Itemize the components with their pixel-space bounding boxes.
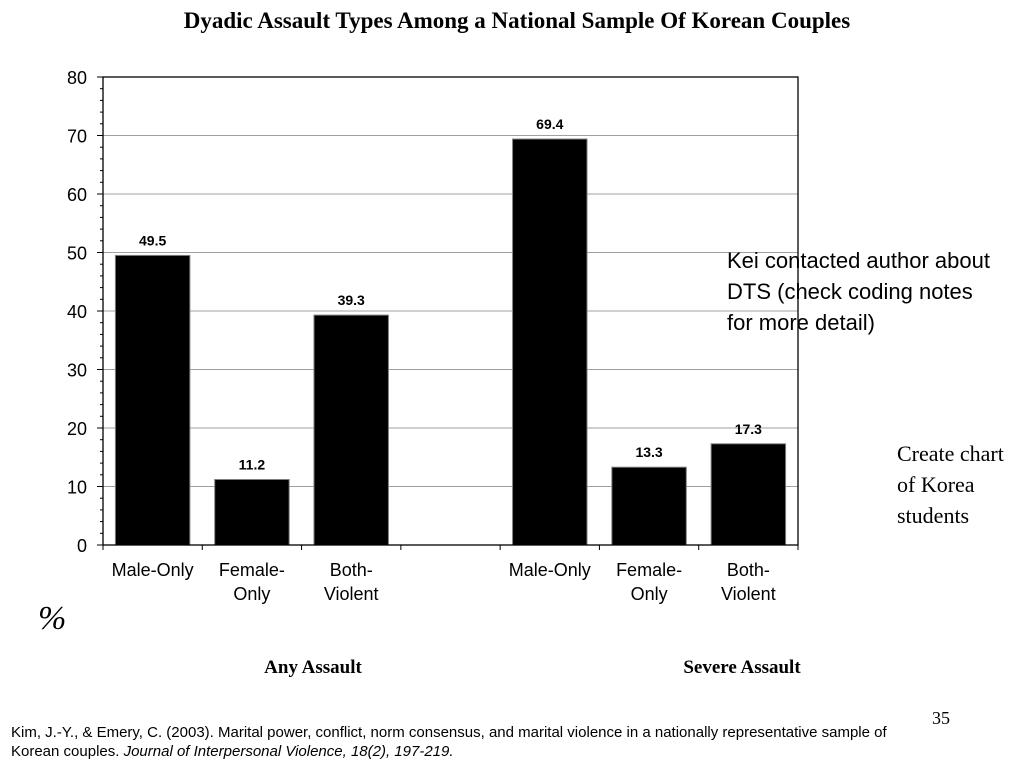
chart-title: Dyadic Assault Types Among a National Sa… [183, 8, 851, 33]
y-tick-label: 10 [67, 478, 87, 498]
group-label-any-assault: Any Assault [264, 657, 362, 678]
data-label: 69.4 [536, 116, 563, 132]
x-tick-label: Only [631, 584, 668, 604]
y-tick-label: 50 [67, 244, 87, 264]
y-tick-label: 60 [67, 185, 87, 205]
x-tick-label: Both- [330, 560, 373, 580]
y-tick-label: 70 [67, 127, 87, 147]
x-tick-label: Only [233, 584, 270, 604]
data-label: 13.3 [635, 444, 662, 460]
data-label: 49.5 [139, 232, 166, 248]
bar [114, 254, 191, 546]
bar [611, 466, 687, 546]
plot-frame [102, 76, 799, 546]
y-unit-label: % [38, 600, 67, 637]
citation-journal: Journal of Interpersonal Violence, 18(2)… [123, 743, 454, 760]
bar [313, 314, 389, 546]
page-number: 35 [932, 708, 950, 728]
x-tick-label: Male-Only [509, 560, 591, 580]
x-tick-label: Violent [324, 584, 379, 604]
x-tick-label: Both- [727, 560, 770, 580]
y-tick-label: 40 [67, 302, 87, 322]
bar [512, 138, 588, 546]
group-label-severe-assault: Severe Assault [683, 657, 801, 678]
bar [710, 443, 787, 546]
y-tick-label: 30 [67, 361, 87, 381]
x-tick-label: Female- [616, 560, 682, 580]
data-label: 39.3 [338, 292, 365, 308]
y-tick-label: 80 [67, 68, 87, 88]
citation: Kim, J.-Y., & Emery, C. (2003). Marital … [11, 723, 911, 761]
y-tick-label: 20 [67, 419, 87, 439]
bar [214, 478, 290, 546]
side-note: Create chart of Korea students [897, 441, 1004, 528]
data-label: 17.3 [735, 421, 762, 437]
x-tick-label: Male-Only [112, 560, 194, 580]
x-tick-label: Violent [721, 584, 776, 604]
x-tick-label: Female- [219, 560, 285, 580]
annotation-text: Kei contacted author about DTS (check co… [727, 248, 990, 335]
citation-text: Kim, J.-Y., & Emery, C. (2003). Marital … [11, 724, 887, 760]
data-label: 11.2 [239, 456, 266, 472]
y-tick-label: 0 [77, 536, 87, 556]
